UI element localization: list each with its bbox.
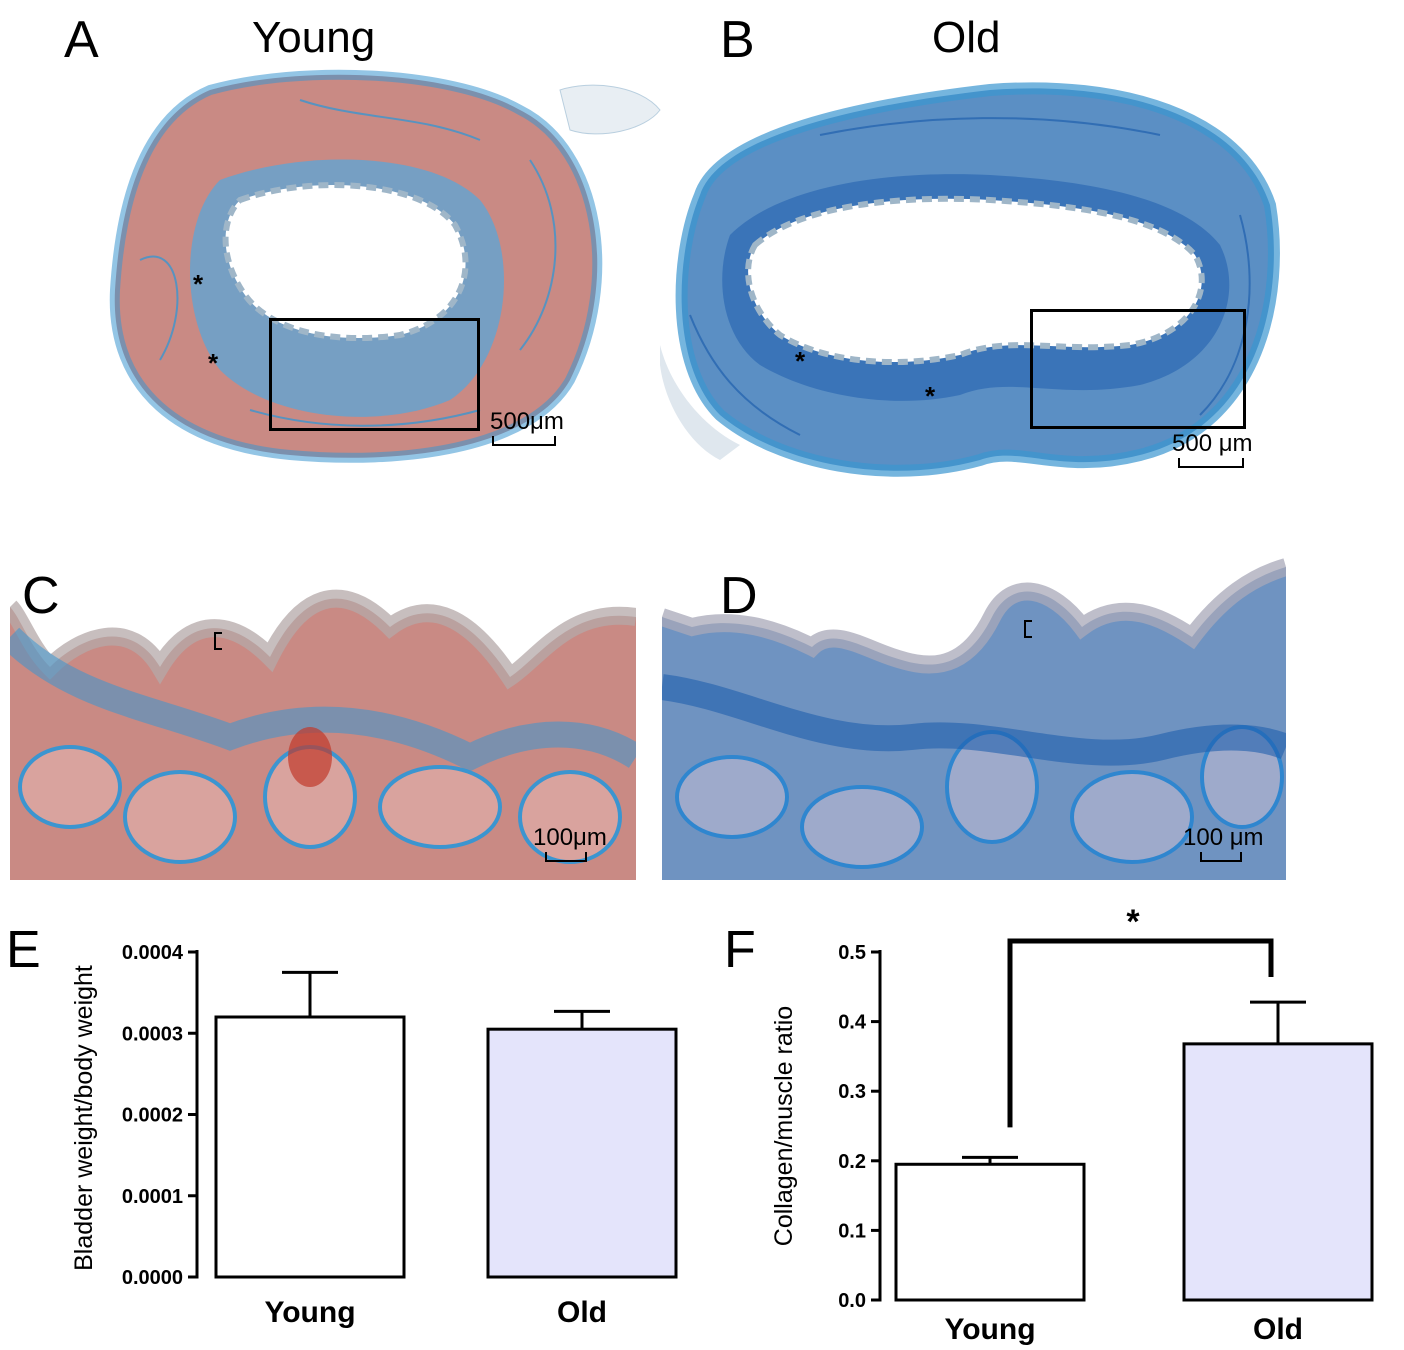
micrograph-old-section [660, 65, 1285, 485]
x-tick-label: Old [557, 1296, 607, 1329]
scale-bar-old [1178, 458, 1244, 468]
bars [214, 970, 678, 1279]
inset-box-young [269, 318, 480, 431]
panel-title-young: Young [252, 13, 376, 62]
y-tick-label: 0.5 [838, 942, 866, 964]
scale-bar-label-old: 500 μm [1172, 430, 1253, 457]
bar-young [894, 1162, 1086, 1302]
significance-bracket-line [1007, 938, 1274, 1128]
panel-letter-a: A [64, 11, 99, 69]
micrograph-young-section [100, 60, 680, 480]
chart-collagen-muscle: Collagen/muscle ratio 0.0 0.1 0.2 0.3 0.4 0.5… [770, 905, 1374, 1345]
scale-bar-label-young-magnified: 100μm [533, 824, 607, 851]
x-tick-label: Young [264, 1296, 355, 1329]
asterisk-mark-young-1: * [193, 269, 204, 299]
y-axis-label: Bladder weight/body weight [70, 965, 98, 1271]
y-ticks: 0.0 0.1 0.2 0.3 0.4 0.5 [838, 942, 880, 1312]
y-tick-label: 0.4 [838, 1012, 867, 1034]
x-tick-labels: Young Old [944, 1313, 1303, 1345]
y-tick-label: 0.0004 [122, 942, 184, 964]
chart-bladder-weight: Bladder weight/body weight 0.00000.00010… [70, 942, 678, 1329]
panel-title-old: Old [932, 13, 1001, 62]
asterisk-mark-old-1: * [795, 346, 806, 376]
y-tick-label: 0.0002 [122, 1105, 183, 1127]
x-tick-labels: Young Old [264, 1296, 607, 1329]
urothelium-bracket-old [1024, 620, 1032, 638]
panel-letter-c: C [22, 567, 60, 625]
scale-bar-old-magnified [1200, 852, 1242, 862]
x-tick-label: Young [944, 1313, 1035, 1345]
significance-asterisk: * [1126, 905, 1140, 941]
x-tick-label: Old [1253, 1313, 1303, 1345]
y-ticks: 0.0000 0.0001 0.0002 0.0003 0.0004 [122, 942, 197, 1289]
y-tick-label: 0.1 [838, 1220, 866, 1242]
y-tick-label: 0.2 [838, 1151, 866, 1173]
micrograph-old-magnified [662, 557, 1286, 880]
bar-old [1182, 1042, 1374, 1302]
panel-letter-d: D [720, 567, 758, 625]
scale-bar-young [492, 436, 556, 446]
urothelium-bracket-young [214, 632, 222, 650]
bars [894, 1000, 1374, 1302]
y-tick-label: 0.0003 [122, 1023, 183, 1045]
panel-letter-f: F [724, 921, 756, 979]
micrograph-young-magnified [10, 557, 636, 880]
asterisk-mark-young-2: * [208, 348, 219, 378]
y-tick-label: 0.0001 [122, 1186, 183, 1208]
scale-bar-label-young: 500μm [490, 408, 564, 435]
y-tick-label: 0.0 [838, 1290, 866, 1312]
inset-box-old [1030, 309, 1246, 429]
scale-bar-label-old-magnified: 100 μm [1183, 824, 1264, 851]
y-tick-label: 0.0000 [122, 1267, 183, 1289]
y-axis-label: Collagen/muscle ratio [770, 1006, 798, 1246]
scale-bar-young-magnified [545, 852, 587, 862]
bar-old [486, 1027, 678, 1279]
panel-letter-e: E [6, 921, 41, 979]
y-tick-label: 0.3 [838, 1081, 866, 1103]
panel-letter-b: B [720, 11, 755, 69]
asterisk-mark-old-2: * [925, 381, 936, 411]
bar-young [214, 1015, 406, 1279]
significance-bracket: * [1007, 905, 1274, 1128]
